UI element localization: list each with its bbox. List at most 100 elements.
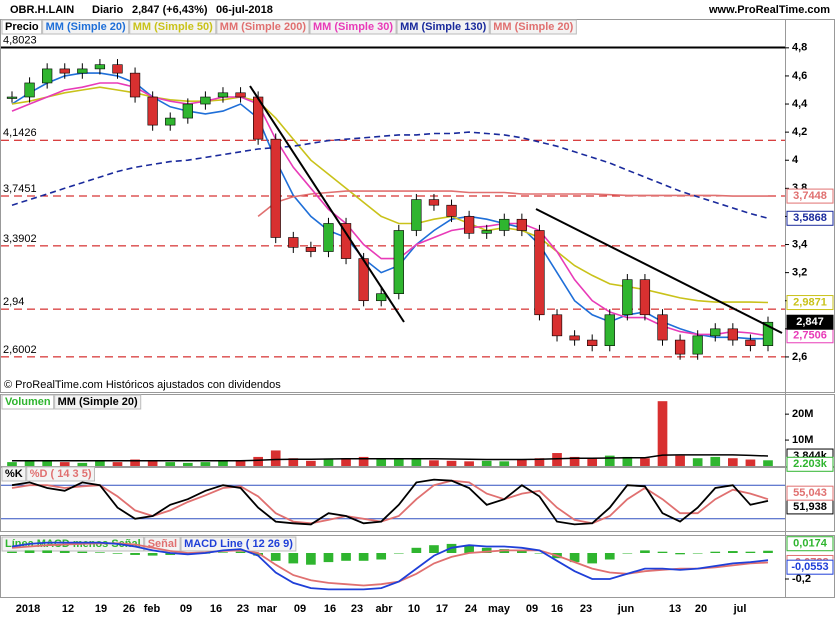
value-label: 2,7506 (793, 330, 827, 342)
level-label: 4,1426 (3, 127, 37, 139)
date: 06-jul-2018 (216, 4, 273, 16)
indicator-line (11, 478, 769, 526)
value-label: 51,938 (793, 501, 827, 513)
histogram-bar (253, 553, 263, 556)
value-box (786, 456, 834, 472)
x-tick-label: 26 (123, 603, 135, 615)
volume-bar (745, 459, 756, 466)
candle (428, 199, 440, 206)
x-tick-label: 09 (294, 603, 306, 615)
x-tick-label: 17 (436, 603, 448, 615)
volume-bar (464, 461, 474, 466)
volume-bar (446, 460, 457, 466)
macd-line (11, 542, 769, 587)
volume-bar (112, 462, 123, 466)
x-tick-label: may (488, 603, 511, 615)
histogram-bar (112, 553, 123, 554)
legend-box (129, 19, 217, 35)
x-tick-label: 10 (408, 603, 420, 615)
value-box (786, 295, 834, 311)
volume-bar (165, 462, 176, 466)
candle (393, 230, 404, 295)
candle (235, 92, 246, 98)
candle (569, 335, 580, 341)
legend-entry: MM (Simple 20) (58, 396, 138, 408)
histogram-bar (235, 551, 246, 553)
x-tick-label: 23 (580, 603, 592, 615)
candle (674, 339, 686, 355)
histogram-bar (728, 551, 738, 553)
price-change: 2,847 (+6,43%) (132, 4, 208, 16)
histogram-bar (587, 553, 598, 564)
value-label: -0,0553 (791, 561, 828, 573)
value-box (786, 210, 834, 226)
volume-bar (253, 456, 263, 466)
volume-ma (12, 454, 769, 462)
legend-box (489, 19, 577, 35)
volume-bar (393, 458, 404, 466)
candle (323, 223, 334, 252)
histogram-bar (710, 551, 721, 553)
histogram-bar (429, 545, 439, 553)
volume-bar (200, 462, 211, 466)
volume-bar (640, 458, 650, 466)
candle (42, 68, 53, 84)
x-tick-label: 20 (695, 603, 707, 615)
x-tick-label: jun (617, 603, 635, 615)
symbol: OBR.H.LAIN (10, 4, 74, 16)
volume-bar (235, 460, 246, 466)
histogram-bar (59, 551, 70, 553)
value-label: 2,847 (796, 316, 824, 328)
histogram-bar (517, 550, 527, 553)
period: Diario (92, 4, 123, 16)
indicator-line (11, 479, 769, 525)
histogram-bar (745, 551, 756, 553)
y-tick-label: 4,8 (792, 42, 807, 54)
candle (376, 293, 387, 302)
legend-entry: MACD Line ( 12 26 9) (184, 538, 293, 550)
value-box (786, 485, 834, 501)
legend-entry: MM (Simple 30) (313, 21, 393, 33)
histogram-bar (130, 553, 140, 555)
value-box (786, 536, 834, 552)
histogram-bar (306, 553, 316, 565)
histogram-bar (481, 547, 492, 553)
histogram-bar (270, 553, 281, 561)
value-label: 3,7448 (793, 190, 827, 202)
y-tick-label: 4,2 (792, 126, 807, 138)
x-tick-label: 23 (351, 603, 363, 615)
candle (147, 96, 158, 126)
volume-bar (728, 458, 738, 466)
volume-bar (604, 455, 615, 466)
value-box (786, 314, 834, 330)
legend-box (216, 19, 310, 35)
value-label: 2,9871 (793, 296, 827, 308)
candle (305, 247, 317, 252)
histogram-bar (288, 553, 299, 564)
x-tick-label: 16 (324, 603, 336, 615)
histogram-bar (534, 553, 545, 554)
volume-bar (288, 458, 299, 466)
histogram-bar (7, 551, 17, 553)
legend-box (396, 19, 490, 35)
y-tick-label: 4,4 (792, 98, 808, 110)
x-tick-label: 12 (62, 603, 74, 615)
volume-bar (323, 459, 334, 466)
volume-bar (587, 458, 598, 466)
histogram-bar (622, 553, 633, 554)
legend-box (1, 466, 27, 482)
histogram-bar (569, 553, 580, 563)
candle (604, 314, 615, 346)
histogram-bar (323, 553, 334, 563)
histogram-bar (464, 545, 474, 553)
value-label: 0,0174 (793, 538, 828, 550)
histogram-bar (147, 553, 158, 556)
volume-bar (534, 458, 545, 466)
x-tick-label: 13 (669, 603, 681, 615)
legend-entry: MM (Simple 200) (220, 21, 307, 33)
histogram-bar (165, 553, 176, 555)
volume-bar (218, 461, 228, 466)
y-tick-label: 4,6 (792, 70, 807, 82)
x-tick-label: 16 (551, 603, 563, 615)
y-tick-label: 3,4 (792, 238, 808, 250)
